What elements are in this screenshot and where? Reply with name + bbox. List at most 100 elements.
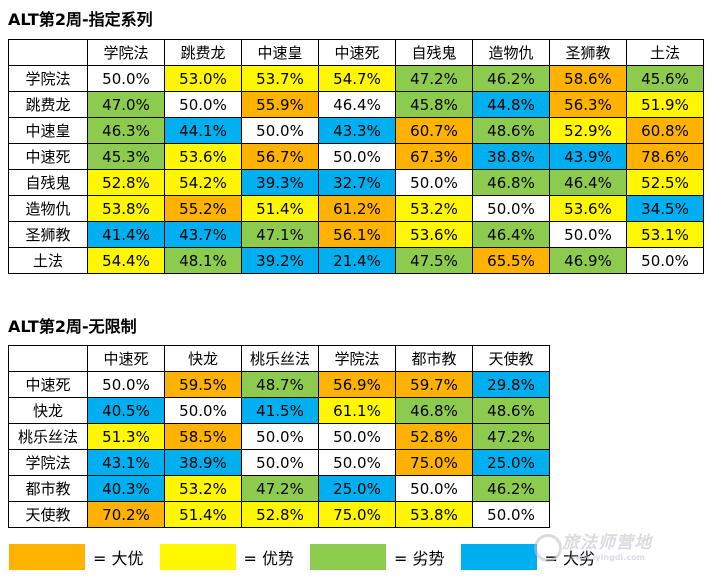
winrate-cell: 47.0% [87,91,165,118]
row-header: 土法 [8,247,88,274]
winrate-cell: 48.6% [472,397,550,424]
row-header: 中速皇 [8,117,88,144]
column-header: 学院法 [87,39,165,66]
winrate-cell: 46.4% [318,91,396,118]
legend-swatch [159,544,236,570]
winrate-cell: 47.2% [395,65,473,92]
winrate-cell: 56.7% [241,143,319,170]
row-header: 桃乐丝法 [8,423,88,450]
legend-item: = 优势 [159,544,295,570]
matchup-table-designated: 学院法 跳费龙 中速皇 中速死 自残鬼 造物仇 圣狮教 土法 学院法 50.0% 53.0% 53.7… [8,39,704,274]
row-header: 中速死 [8,371,88,398]
winrate-cell: 61.1% [318,397,396,424]
winrate-cell: 46.4% [549,169,627,196]
legend-label: = 优势 [243,549,295,568]
winrate-cell: 43.3% [318,117,396,144]
row-header: 自残鬼 [8,169,88,196]
row-header: 快龙 [8,397,88,424]
winrate-cell: 41.4% [87,221,165,248]
winrate-cell: 46.8% [395,397,473,424]
winrate-cell: 46.4% [472,221,550,248]
winrate-cell: 44.1% [164,117,242,144]
legend: = 大优 = 优势 = 劣势 = 大劣 [9,544,611,570]
table-row: 中速皇 46.3% 44.1% 50.0% 43.3% 60.7% 48.6% 52.9% 60… [8,117,704,144]
table-row: 跳费龙 47.0% 50.0% 55.9% 46.4% 45.8% 44.8% 56.3% 51… [8,91,704,118]
winrate-cell: 53.6% [395,221,473,248]
winrate-cell: 50.0% [472,195,550,222]
winrate-cell: 50.0% [472,501,550,528]
winrate-cell: 34.5% [626,195,704,222]
winrate-cell: 47.2% [472,423,550,450]
table-row: 学院法 43.1% 38.9% 50.0% 50.0% 75.0% 25.0% [8,449,550,476]
column-header: 跳费龙 [164,39,242,66]
winrate-cell: 75.0% [395,449,473,476]
row-header: 天使教 [8,501,88,528]
winrate-cell: 45.6% [626,65,704,92]
row-header: 圣狮教 [8,221,88,248]
winrate-cell: 50.0% [318,449,396,476]
winrate-cell: 52.5% [626,169,704,196]
corner-cell [8,39,88,66]
winrate-cell: 50.0% [87,65,165,92]
winrate-cell: 51.4% [241,195,319,222]
winrate-cell: 43.7% [164,221,242,248]
winrate-cell: 59.7% [395,371,473,398]
legend-item: = 大劣 [460,544,595,570]
winrate-cell: 48.7% [241,371,319,398]
table-row: 自残鬼 52.8% 54.2% 39.3% 32.7% 50.0% 46.8% 46.4% 52… [8,169,704,196]
winrate-cell: 47.5% [395,247,473,274]
column-header: 桃乐丝法 [241,345,319,372]
winrate-cell: 54.2% [164,169,242,196]
table-row: 圣狮教 41.4% 43.7% 47.1% 56.1% 53.6% 46.4% 50.0% 53… [8,221,704,248]
winrate-cell: 60.7% [395,117,473,144]
table-row: 天使教 70.2% 51.4% 52.8% 75.0% 53.8% 50.0% [8,501,550,528]
winrate-cell: 46.2% [472,475,550,502]
winrate-cell: 50.0% [241,449,319,476]
column-header: 自残鬼 [395,39,473,66]
winrate-cell: 38.8% [472,143,550,170]
winrate-cell: 56.1% [318,221,396,248]
column-header: 中速皇 [241,39,319,66]
winrate-cell: 50.0% [395,475,473,502]
table1-title: ALT第2周-指定系列 [8,10,153,29]
winrate-cell: 45.8% [395,91,473,118]
winrate-cell: 53.0% [164,65,242,92]
winrate-cell: 78.6% [626,143,704,170]
row-header: 中速死 [8,143,88,170]
column-header: 学院法 [318,345,396,372]
winrate-cell: 51.3% [87,423,165,450]
winrate-cell: 53.6% [164,143,242,170]
winrate-cell: 41.5% [241,397,319,424]
winrate-cell: 50.0% [241,117,319,144]
row-header: 都市教 [8,475,88,502]
header-row: 学院法 跳费龙 中速皇 中速死 自残鬼 造物仇 圣狮教 土法 [8,39,704,66]
winrate-cell: 46.9% [549,247,627,274]
winrate-cell: 55.2% [164,195,242,222]
winrate-cell: 53.8% [395,501,473,528]
winrate-cell: 25.0% [472,449,550,476]
winrate-cell: 50.0% [318,423,396,450]
winrate-cell: 40.5% [87,397,165,424]
winrate-cell: 39.3% [241,169,319,196]
winrate-cell: 55.9% [241,91,319,118]
legend-label: = 大优 [93,549,144,568]
row-header: 造物仇 [8,195,88,222]
column-header: 都市教 [395,345,473,372]
winrate-cell: 50.0% [241,423,319,450]
column-header: 土法 [626,39,704,66]
winrate-cell: 61.2% [318,195,396,222]
winrate-cell: 53.7% [241,65,319,92]
winrate-cell: 47.1% [241,221,319,248]
winrate-cell: 50.0% [549,221,627,248]
winrate-cell: 46.3% [87,117,165,144]
row-header: 跳费龙 [8,91,88,118]
table2-title: ALT第2周-无限制 [8,317,137,336]
winrate-cell: 70.2% [87,501,165,528]
winrate-cell: 50.0% [395,169,473,196]
winrate-cell: 59.5% [164,371,242,398]
winrate-cell: 39.2% [241,247,319,274]
row-header: 学院法 [8,65,88,92]
winrate-cell: 53.6% [549,195,627,222]
legend-swatch [310,544,386,570]
winrate-cell: 47.2% [241,475,319,502]
